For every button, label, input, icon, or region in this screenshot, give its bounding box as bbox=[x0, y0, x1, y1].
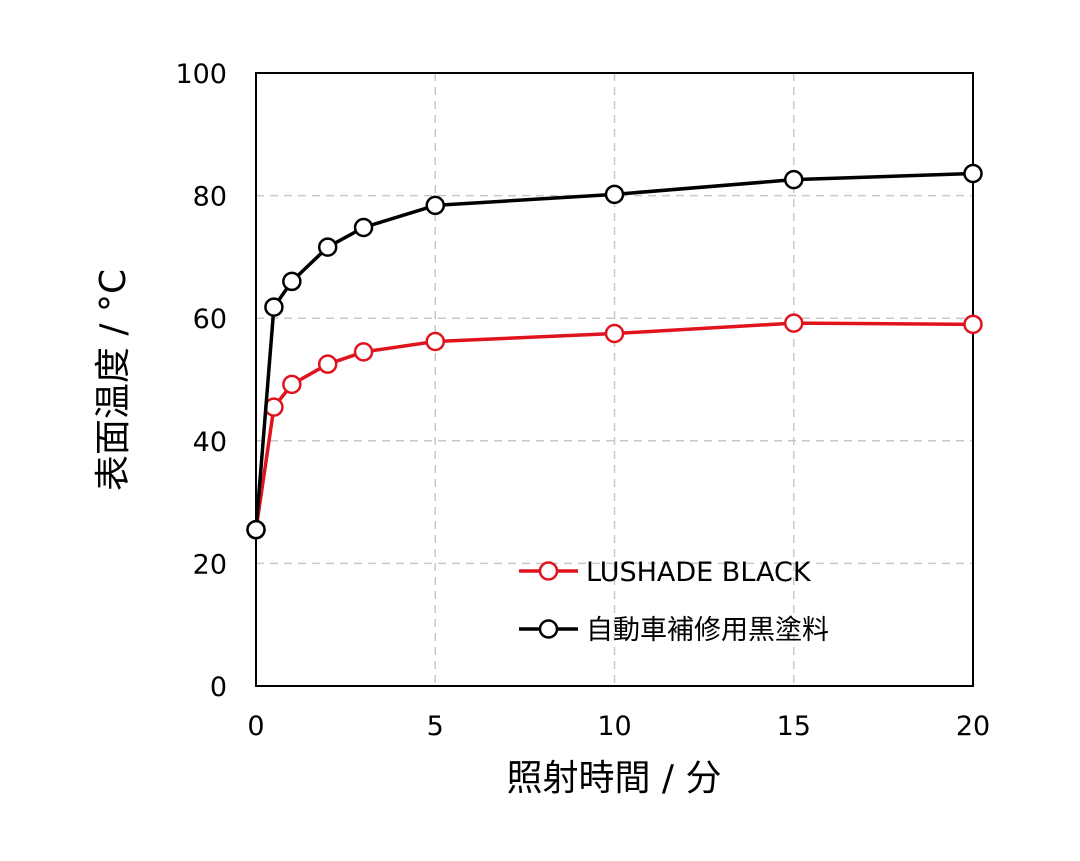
series-group bbox=[246, 163, 983, 540]
grid-lines bbox=[256, 73, 973, 686]
y-tick-label: 20 bbox=[193, 549, 227, 580]
data-point bbox=[784, 169, 804, 190]
y-axis-title: 表面温度 / °C bbox=[93, 269, 134, 491]
legend-label: 自動車補修用黒塗料 bbox=[586, 615, 829, 646]
legend-label: LUSHADE BLACK bbox=[586, 557, 812, 588]
legend-item: LUSHADE BLACK bbox=[519, 557, 812, 588]
data-point bbox=[963, 314, 983, 335]
data-point bbox=[353, 217, 374, 238]
data-point bbox=[282, 271, 302, 292]
plot-area-frame bbox=[255, 72, 974, 687]
data-point bbox=[425, 331, 445, 352]
legend-marker bbox=[538, 619, 559, 639]
series-2 bbox=[246, 163, 983, 540]
data-point bbox=[425, 195, 445, 216]
x-tick-labels: 0 5 10 15 20 bbox=[247, 711, 990, 742]
legend-marker bbox=[538, 561, 559, 581]
data-point bbox=[264, 297, 284, 317]
x-tick-label: 0 bbox=[247, 711, 264, 742]
data-point bbox=[246, 519, 266, 540]
data-point bbox=[282, 374, 302, 395]
y-tick-labels: 0 20 40 60 80 100 bbox=[175, 59, 227, 703]
data-point bbox=[604, 184, 625, 205]
legend-item: 自動車補修用黒塗料 bbox=[519, 615, 829, 646]
y-tick-label: 100 bbox=[175, 59, 227, 90]
data-point bbox=[317, 237, 338, 257]
series-1 bbox=[246, 313, 983, 540]
x-tick-label: 10 bbox=[597, 711, 631, 742]
data-point bbox=[317, 354, 338, 374]
data-point bbox=[604, 323, 625, 344]
data-point bbox=[784, 313, 804, 333]
y-tick-label: 80 bbox=[193, 182, 227, 213]
data-point bbox=[353, 342, 374, 362]
y-tick-label: 60 bbox=[193, 304, 227, 335]
data-point bbox=[963, 163, 983, 184]
x-tick-label: 15 bbox=[777, 711, 811, 742]
x-tick-label: 20 bbox=[956, 711, 990, 742]
x-axis-title: 照射時間 / 分 bbox=[506, 758, 721, 799]
legend: LUSHADE BLACK 自動車補修用黒塗料 bbox=[519, 557, 829, 646]
y-tick-label: 40 bbox=[193, 427, 227, 458]
x-tick-label: 5 bbox=[427, 711, 444, 742]
y-tick-label: 0 bbox=[210, 672, 227, 703]
